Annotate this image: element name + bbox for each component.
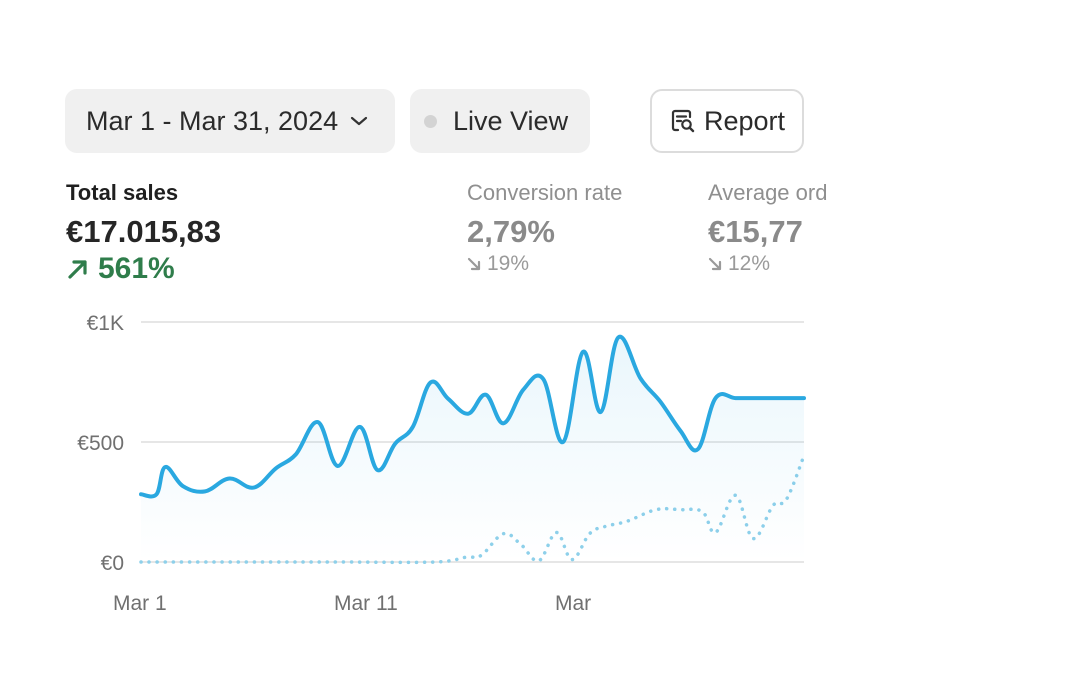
average-order-change-value: 12% (728, 252, 771, 275)
conversion-rate-label: Conversion rate (467, 180, 623, 205)
average-order-change: 12% (708, 252, 827, 276)
total-sales-change: 561% (66, 252, 221, 286)
total-sales-change-value: 561% (98, 252, 175, 285)
report-label: Report (704, 105, 786, 136)
average-order-value: €15,77 (708, 214, 803, 249)
arrow-down-right-icon (467, 257, 481, 271)
y-tick-label: €500 (77, 432, 124, 455)
report-search-icon (670, 108, 696, 134)
y-tick-label: €0 (101, 552, 124, 575)
x-tick-label: Mar (555, 592, 591, 615)
live-view-label: Live View (453, 105, 569, 136)
live-status-dot-icon (424, 114, 437, 128)
sales-chart[interactable]: €1K €500 €0 Mar 1 Mar 11 Mar (0, 0, 836, 700)
current-period-line (139, 334, 806, 499)
total-sales-value: €17.015,83 (66, 214, 222, 249)
date-range-label: Mar 1 - Mar 31, 2024 (86, 105, 339, 136)
total-sales-metric[interactable]: Total sales €17.015,83 561% (66, 180, 221, 286)
dashboard-panel: Mar 1 - Mar 31, 2024 Live View Report To… (0, 0, 836, 700)
current-period-area (141, 336, 804, 562)
conversion-rate-change: 19% (467, 252, 622, 276)
arrow-up-right-icon (66, 257, 90, 281)
arrow-down-right-icon (708, 257, 722, 271)
live-view-button[interactable]: Live View (410, 89, 590, 153)
conversion-rate-value: 2,79% (467, 214, 555, 249)
y-tick-label: €1K (87, 312, 124, 335)
x-tick-label: Mar 11 (334, 592, 398, 615)
report-button[interactable]: Report (650, 89, 804, 153)
x-tick-label: Mar 1 (113, 592, 167, 615)
conversion-rate-change-value: 19% (487, 252, 530, 275)
total-sales-label: Total sales (66, 180, 179, 205)
chevron-down-icon (350, 115, 368, 127)
date-range-picker-button[interactable]: Mar 1 - Mar 31, 2024 (65, 89, 395, 153)
average-order-label: Average ord (708, 180, 828, 205)
average-order-metric[interactable]: Average ord €15,77 12% (708, 180, 827, 276)
conversion-rate-metric[interactable]: Conversion rate 2,79% 19% (467, 180, 622, 276)
